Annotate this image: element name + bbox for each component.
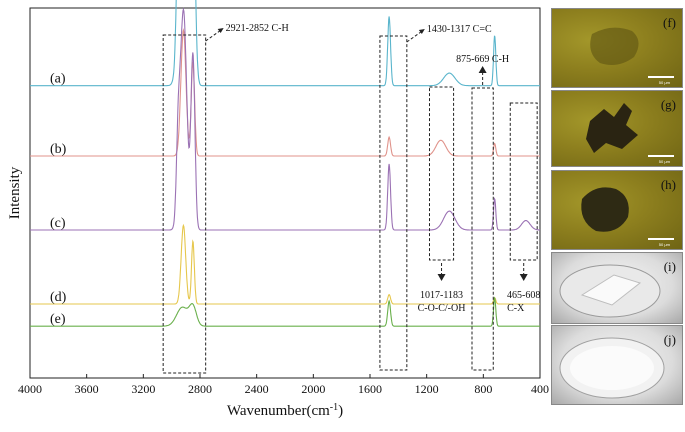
annotation-leader-0 [205,30,220,42]
panel-g: (g) 50 μm [551,90,683,167]
scale-label: 50 μm [658,242,670,247]
sample-i-image [559,264,661,318]
panel-label: (j) [663,332,676,347]
sample-j-image [559,337,665,399]
x-tick-label: 3200 [131,382,155,396]
x-axis-label: Wavenumber(cm-1) [227,402,343,420]
panel-f: (f) 50 μm [551,8,683,88]
scale-bar [648,155,674,157]
panel-h: (h) 50 μm [551,170,683,250]
annotation-box-4 [509,102,538,261]
scale-label: 50 μm [658,159,670,164]
x-tick-label: 1200 [415,382,439,396]
annotation-label-2: 875-669 C-H [456,54,509,65]
annotation-box-3 [429,86,455,261]
annotation-arrow-0 [217,28,224,33]
y-axis-label: Intensity [7,166,23,219]
x-tick-label: 400 [531,382,549,396]
spectrum-line-1 [30,28,540,157]
particle-h-image [581,187,629,232]
spectrum-line-0 [30,0,540,87]
x-tick-label: 3600 [75,382,99,396]
series-label-0: (a) [50,72,66,87]
plot-frame [29,7,541,379]
annotation-box-0 [162,34,207,374]
series-label-1: (b) [50,142,67,157]
series-label-3: (d) [50,290,67,305]
x-tick-label: 2400 [245,382,269,396]
panel-label: (h) [660,177,676,192]
annotation-label-3: 1017-1183 [420,290,463,301]
annotation-sublabel-4: C-X [507,303,525,314]
panel-i: (i) [551,252,683,324]
panel-label: (g) [660,97,676,112]
particle-f-image [590,27,639,66]
series-label-4: (e) [50,312,66,327]
annotation-sublabel-3: C-O-C/-OH [418,303,466,314]
annotation-leader-1 [406,31,422,43]
spectrum-line-2 [30,7,541,231]
spectrum-line-4 [30,296,540,327]
annotation-arrow-3 [437,274,446,281]
annotation-label-0: 2921-2852 C-H [226,23,289,34]
annotation-label-4: 465-608 [507,290,540,301]
panel-j: (j) [551,325,683,405]
x-tick-label: 1600 [358,382,382,396]
scale-bar [648,238,674,240]
series-label-2: (c) [50,216,66,231]
panel-label: (f) [663,15,676,30]
annotation-label-1: 1430-1317 C=C [427,24,492,35]
x-tick-label: 800 [474,382,492,396]
annotation-box-2 [471,87,494,371]
x-tick-label: 4000 [18,382,42,396]
annotation-arrow-1 [418,29,425,34]
scale-label: 50 μm [658,80,670,85]
x-tick-label: 2000 [301,382,325,396]
x-tick-label: 2800 [188,382,212,396]
annotation-arrow-4 [519,274,528,281]
spectrum-line-3 [30,223,540,305]
ftir-chart: 4000 3600 3200 2800 2400 2000 1600 1200 800 400 Wa… [7,0,549,420]
panel-label: (i) [663,259,676,274]
annotation-arrow-2 [478,66,487,73]
scale-bar [648,76,674,78]
particle-g-image [586,103,638,153]
